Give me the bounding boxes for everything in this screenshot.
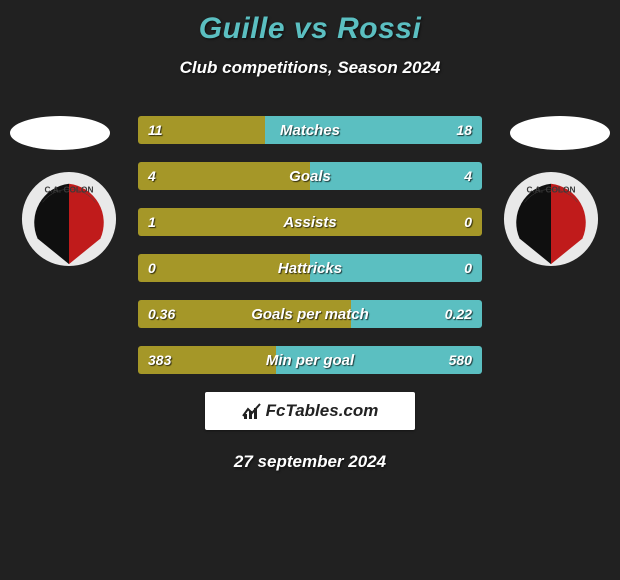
source-label: FcTables.com	[266, 401, 379, 421]
source-badge: FcTables.com	[205, 392, 415, 430]
comparison-title: Guille vs Rossi	[0, 0, 620, 46]
player-left-name: Guille	[199, 12, 285, 45]
stat-bar-right	[310, 162, 482, 190]
stat-row: Assists10	[138, 208, 482, 236]
stat-bar-right	[276, 346, 482, 374]
chart-icon	[242, 403, 262, 419]
club-badge-left: C.A. COLON	[20, 170, 118, 268]
stat-bar-left	[138, 300, 351, 328]
stat-bar-right	[351, 300, 482, 328]
stat-row: Hattricks00	[138, 254, 482, 282]
comparison-body: C.A. COLON C.A. COLON Matches1118 Goals44…	[0, 116, 620, 472]
stat-bar-left	[138, 162, 310, 190]
stat-bar-left	[138, 116, 265, 144]
comparison-subtitle: Club competitions, Season 2024	[0, 58, 620, 78]
stat-row: Min per goal383580	[138, 346, 482, 374]
player-left-avatar-placeholder	[10, 116, 110, 150]
club-badge-right: C.A. COLON	[502, 170, 600, 268]
svg-text:C.A. COLON: C.A. COLON	[526, 185, 575, 195]
title-vs: vs	[294, 12, 328, 45]
stat-bar-right	[265, 116, 482, 144]
player-right-avatar-placeholder	[510, 116, 610, 150]
svg-text:C.A. COLON: C.A. COLON	[44, 185, 93, 195]
stat-bar-right	[310, 254, 482, 282]
stat-row: Matches1118	[138, 116, 482, 144]
stat-row: Goals44	[138, 162, 482, 190]
stat-bar-left	[138, 346, 276, 374]
stat-row: Goals per match0.360.22	[138, 300, 482, 328]
stat-bars: Matches1118 Goals44 Assists10 Hattricks00 Go…	[138, 116, 482, 374]
comparison-date: 27 september 2024	[0, 452, 620, 472]
stat-bar-left	[138, 208, 482, 236]
player-right-name: Rossi	[337, 12, 421, 45]
stat-bar-left	[138, 254, 310, 282]
